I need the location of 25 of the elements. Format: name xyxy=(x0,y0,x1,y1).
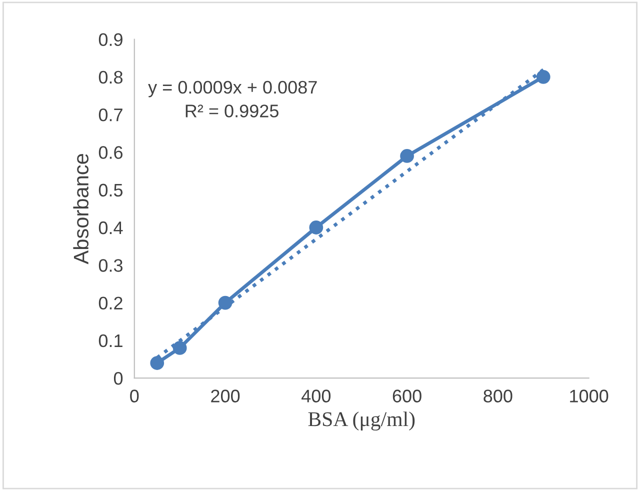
y-tick-label: 0.6 xyxy=(98,146,122,159)
y-tick-label: 0.8 xyxy=(98,70,123,84)
y-tick-label: 0.1 xyxy=(98,334,122,348)
y-tick-label: 0.7 xyxy=(98,108,122,122)
y-tick-label: 0.5 xyxy=(98,184,123,197)
x-axis-title: BSA (μg/ml) xyxy=(308,412,415,431)
point xyxy=(309,220,324,234)
y-tick-label: 0.3 xyxy=(98,259,122,272)
point xyxy=(150,356,164,370)
y-axis-title: Absorbance xyxy=(73,154,89,264)
point xyxy=(400,149,414,163)
x-tick-label: 1000 xyxy=(570,390,608,402)
annotation: R² = 0.9925 xyxy=(186,104,278,118)
point xyxy=(172,341,187,355)
x-tick-label: 200 xyxy=(211,390,240,402)
x-tick-label: 0 xyxy=(130,390,139,402)
y-tick-label: 0.9 xyxy=(98,33,122,46)
y-tick-label: 0.4 xyxy=(98,221,123,234)
y-tick-label: 0 xyxy=(114,372,123,385)
x-tick-label: 400 xyxy=(302,390,331,402)
y-tick-label: 0.2 xyxy=(98,296,122,310)
annotation: y = 0.0009x + 0.0087 xyxy=(148,80,317,98)
point xyxy=(536,70,550,84)
x-tick-label: 800 xyxy=(484,390,512,402)
x-tick-label: 600 xyxy=(392,390,422,402)
